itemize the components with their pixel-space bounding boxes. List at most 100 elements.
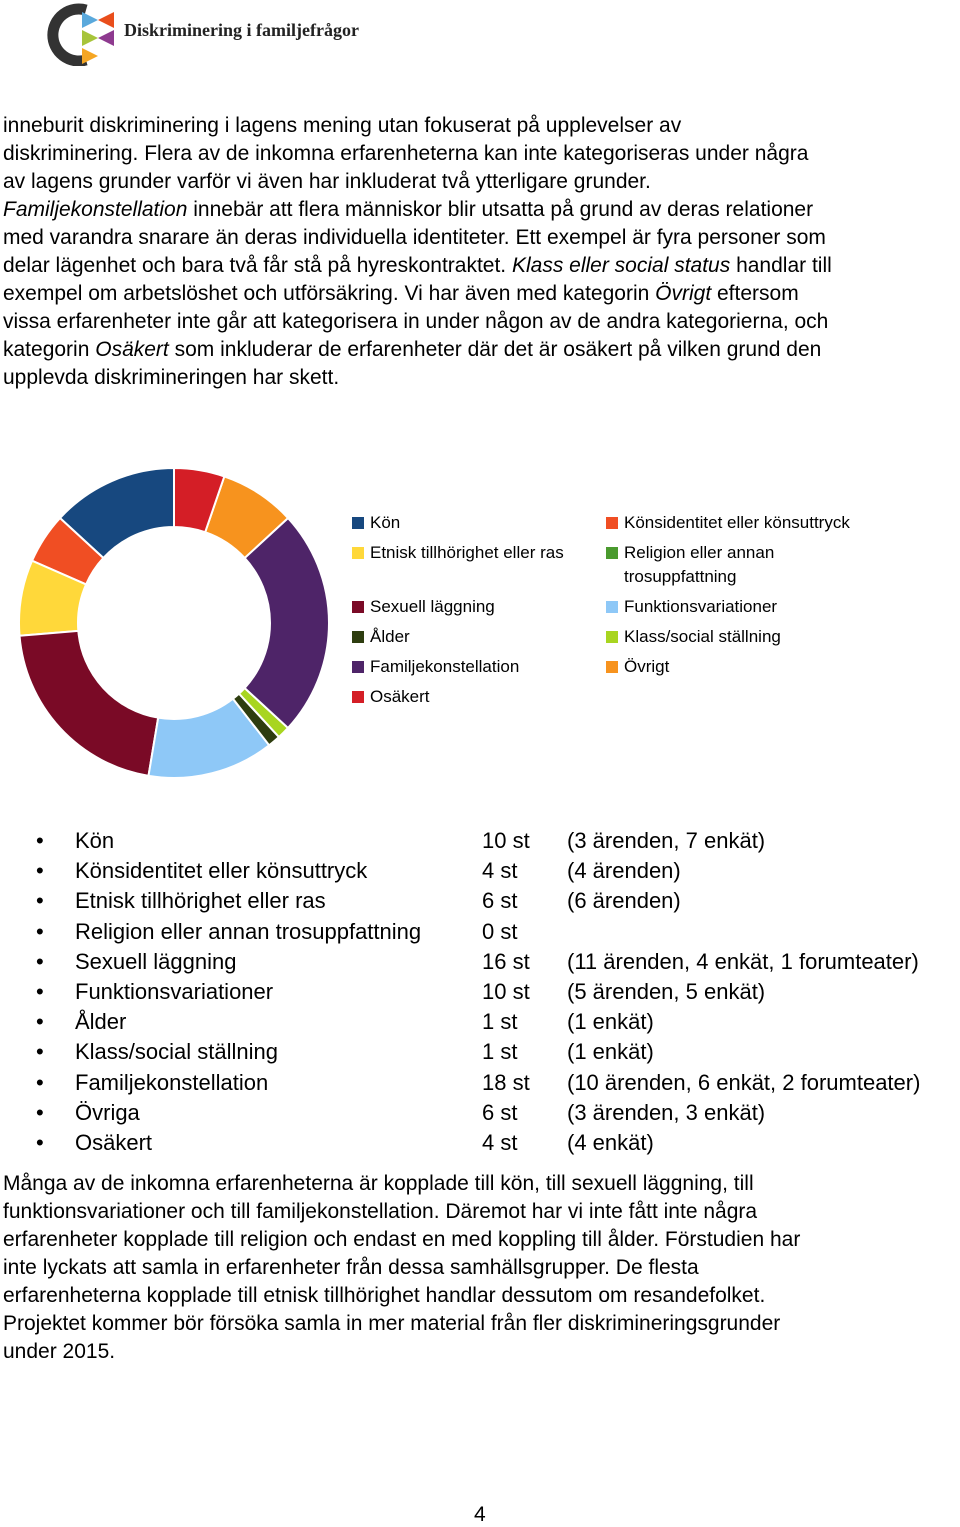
- legend-item: Familjekonstellation: [352, 657, 606, 679]
- list-count: 10 st: [482, 979, 530, 1004]
- text-run: innebär att flera människor blir utsatta…: [187, 198, 814, 221]
- legend-label: Sexuell läggning: [370, 597, 495, 616]
- legend-label: Osäkert: [370, 687, 430, 706]
- donut-segment: [18, 629, 160, 778]
- text-line: med varandra snarare än deras individuel…: [3, 224, 826, 252]
- emphasis: Klass eller social status: [511, 254, 731, 277]
- list-detail: (4 enkät): [567, 1130, 654, 1155]
- bullet: •: [36, 1069, 44, 1095]
- bullet: •: [36, 858, 44, 884]
- list-detail: (3 ärenden, 7 enkät): [567, 828, 766, 853]
- text-run: upplevda diskrimineringen har skett.: [3, 366, 340, 389]
- legend-label: Klass/social ställning: [624, 627, 781, 646]
- bullet: •: [36, 1099, 44, 1125]
- legend-item: Sexuell läggning: [352, 597, 606, 619]
- text-run: erfarenheter kopplade till religion och …: [3, 1228, 801, 1251]
- list-count: 4 st: [482, 1130, 518, 1155]
- list-detail: (5 ärenden, 5 enkät): [567, 979, 766, 1004]
- bullet: •: [36, 1039, 44, 1065]
- list-count: 4 st: [482, 858, 518, 884]
- text-run: under 2015.: [3, 1340, 116, 1363]
- list-detail: (10 ärenden, 6 enkät, 2 forumteater): [567, 1069, 921, 1095]
- text-line: av lagens grunder varför vi även har ink…: [3, 168, 651, 196]
- emphasis: Familjekonstellation: [3, 198, 188, 221]
- list-name: Funktionsvariationer: [75, 979, 274, 1004]
- legend-swatch: [352, 601, 364, 613]
- legend-swatch: [606, 517, 618, 529]
- text-line: exempel om arbetslöshet och utförsäkring…: [3, 280, 799, 308]
- list-name: Sexuell läggning: [75, 948, 237, 974]
- legend-swatch: [352, 691, 364, 703]
- bullet: •: [36, 1130, 44, 1155]
- text-run: inte lyckats att samla in erfarenheter f…: [3, 1256, 699, 1279]
- bullet: •: [36, 948, 44, 974]
- text-run: funktionsvariationer och till familjekon…: [3, 1200, 758, 1223]
- list-name: Kön: [75, 828, 115, 853]
- bullet: •: [36, 828, 44, 853]
- legend-item: Kön: [352, 513, 606, 535]
- text-line: Många av de inkomna erfarenheterna är ko…: [3, 1170, 754, 1198]
- legend-label: Religion eller annan trosuppfattning: [624, 543, 775, 586]
- text-run: Projektet kommer bör försöka samla in me…: [3, 1312, 781, 1335]
- text-run: kategorin: [3, 338, 96, 361]
- bullet: •: [36, 918, 44, 944]
- text-run: diskriminering. Flera av de inkomna erfa…: [3, 142, 809, 165]
- text-run: exempel om arbetslöshet och utförsäkring…: [3, 282, 656, 305]
- list-detail: (1 enkät): [567, 1039, 654, 1065]
- legend-label: Ålder: [370, 627, 410, 646]
- text-line: Familjekonstellation innebär att flera m…: [3, 196, 813, 224]
- legend-item: Osäkert: [352, 687, 606, 709]
- legend-label: Kön: [370, 513, 401, 532]
- text-line: diskriminering. Flera av de inkomna erfa…: [3, 140, 808, 168]
- list-name: Familjekonstellation: [75, 1069, 269, 1095]
- legend-label: Etnisk tillhörighet eller ras: [370, 543, 564, 562]
- list-name: Klass/social ställning: [75, 1039, 278, 1065]
- list-count: 6 st: [482, 888, 518, 914]
- legend-item: Funktionsvariationer: [606, 597, 876, 619]
- text-line: inte lyckats att samla in erfarenheter f…: [3, 1254, 699, 1282]
- list-count: 6 st: [482, 1099, 518, 1125]
- legend-item: Övrigt: [606, 657, 876, 679]
- legend-item: Klass/social ställning: [606, 627, 876, 649]
- donut-chart: [18, 466, 330, 779]
- legend-swatch: [352, 517, 364, 529]
- text-line: upplevda diskrimineringen har skett.: [3, 364, 339, 392]
- page-number: 4: [474, 1503, 486, 1526]
- text-run: erfarenheterna kopplade till etnisk till…: [3, 1284, 766, 1307]
- text-line: kategorin Osäkert som inkluderar de erfa…: [3, 336, 821, 364]
- list-name: Övriga: [75, 1099, 140, 1125]
- bullet: •: [36, 888, 44, 914]
- donut-segment: [243, 516, 330, 730]
- list-detail: (6 ärenden): [567, 888, 681, 914]
- text-line: erfarenheter kopplade till religion och …: [3, 1226, 800, 1254]
- text-line: erfarenheterna kopplade till etnisk till…: [3, 1282, 765, 1310]
- legend-item: Könsidentitet eller könsuttryck: [606, 513, 876, 535]
- emphasis: Osäkert: [95, 338, 169, 361]
- text-run: med varandra snarare än deras individuel…: [3, 226, 826, 249]
- legend-item: Etnisk tillhörighet eller ras: [352, 543, 606, 589]
- list-count: 1 st: [482, 1039, 518, 1065]
- text-line: funktionsvariationer och till familjekon…: [3, 1198, 757, 1226]
- text-line: inneburit diskriminering i lagens mening…: [3, 112, 681, 140]
- bullet: •: [36, 1009, 44, 1035]
- legend-swatch: [606, 601, 618, 613]
- emphasis: Övrigt: [655, 282, 712, 305]
- legend-label: Familjekonstellation: [370, 657, 520, 676]
- text-run: eftersom: [711, 282, 799, 305]
- logo: [47, 3, 114, 66]
- legend-swatch: [352, 631, 364, 643]
- text-run: vissa erfarenheter inte går att kategori…: [3, 310, 829, 333]
- list-count: 1 st: [482, 1009, 518, 1035]
- list-count: 16 st: [482, 948, 530, 974]
- list-name: Ålder: [75, 1009, 127, 1035]
- text-line: under 2015.: [3, 1338, 115, 1366]
- list-count: 18 st: [482, 1069, 530, 1095]
- text-run: inneburit diskriminering i lagens mening…: [3, 114, 682, 137]
- legend-label: Könsidentitet eller könsuttryck: [624, 513, 850, 532]
- text-run: av lagens grunder varför vi även har ink…: [3, 170, 651, 193]
- list-detail: (3 ärenden, 3 enkät): [567, 1099, 766, 1125]
- legend-swatch: [606, 547, 618, 559]
- text-run: Många av de inkomna erfarenheterna är ko…: [3, 1172, 754, 1195]
- legend-item: Ålder: [352, 627, 606, 649]
